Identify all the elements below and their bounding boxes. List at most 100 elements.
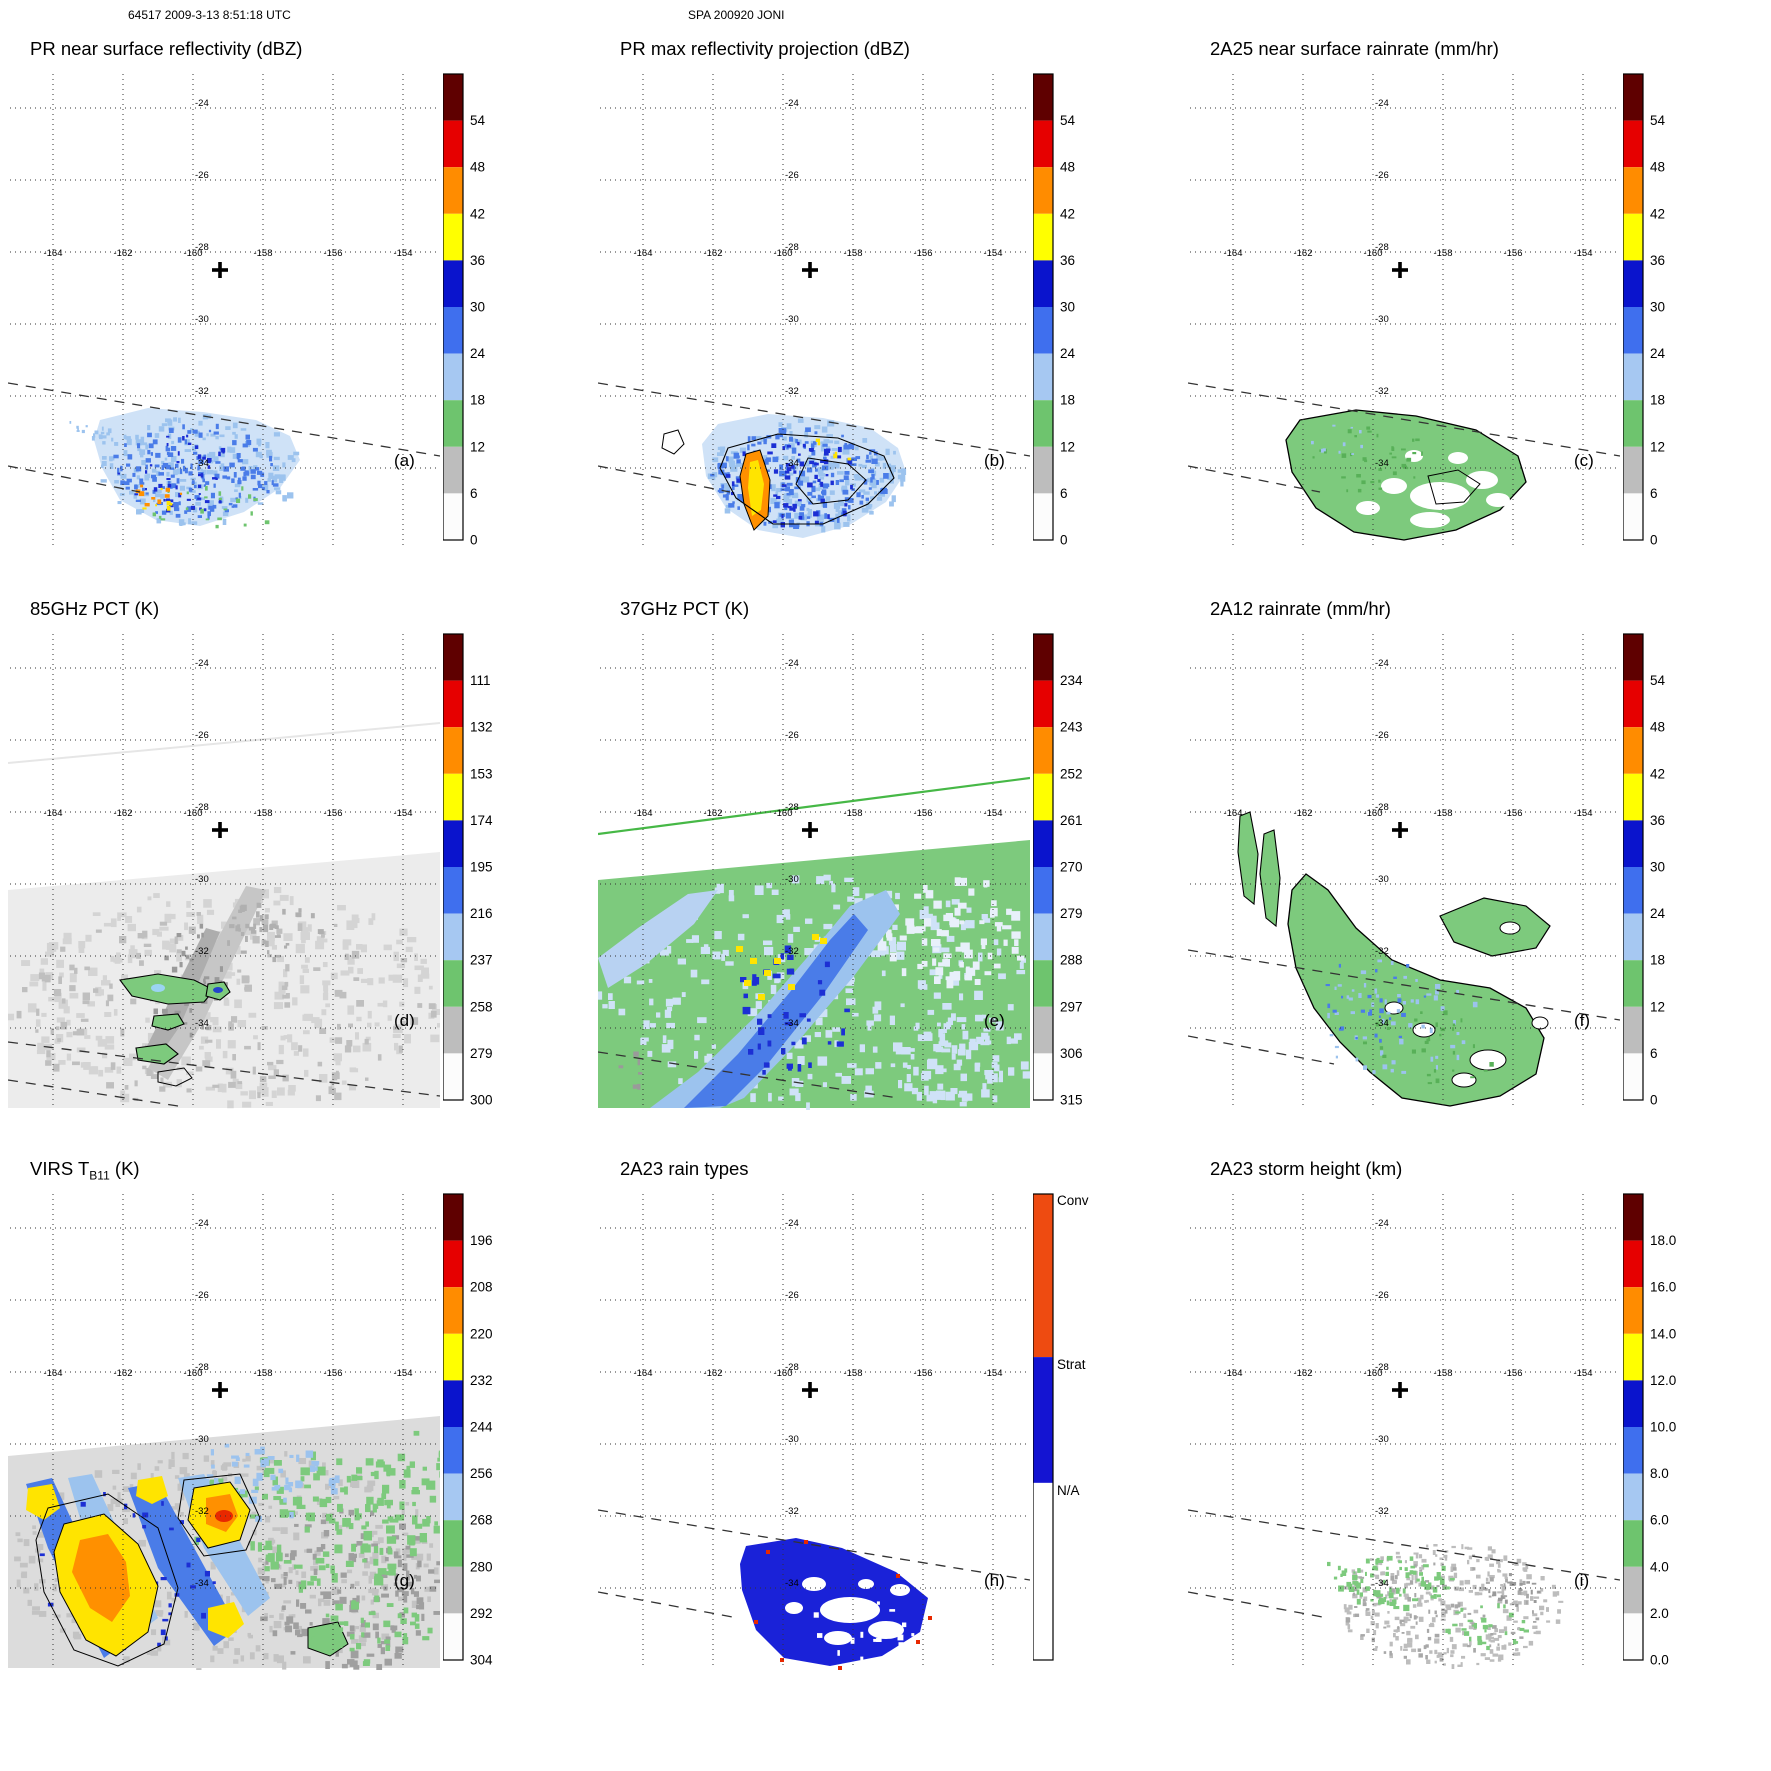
colorbar-tick: 4.0 [1650,1559,1669,1574]
colorbar-frame [1623,633,1644,1101]
colorbar-tick: 232 [470,1373,493,1388]
lon-tick-label: -162 [1293,1368,1312,1379]
lon-tick-label: -156 [1503,1368,1522,1379]
swath-edge-line [598,1591,739,1619]
colorbar-segment [1623,1520,1643,1567]
colorbar-segment [1623,1240,1643,1288]
colorbar-segment [443,400,463,447]
panel-body: -164 -162 -160 -158 -156 -154 -24 -26 -28 -30 -32 -… [598,628,1125,1110]
colorbar-segment [1623,120,1643,168]
colorbar-a: 54 48 42 36 30 24 18 12 6 0 [443,73,486,548]
swath-edge-line [598,1051,899,1099]
raster-blob [177,1473,261,1557]
raster-speckle [227,902,324,963]
colorbar-segment [1033,727,1053,774]
convective-pixel [916,1640,920,1644]
colorbar-category-label: Strat [1057,1357,1086,1372]
raster-speckle [1363,1010,1494,1085]
map-i: -164 -162 -160 -158 -156 -154 -24 -26 -28 -30 -32 -… [1188,1194,1620,1669]
colorbar-segment [1033,167,1053,214]
colorbar-tick: 42 [1060,206,1075,221]
lon-tick-label: -154 [983,808,1002,819]
swath-edge-line [1188,1035,1335,1065]
colorbar-segment [1033,446,1053,494]
lat-tick-label: -26 [1375,730,1389,741]
pct-minimum-pixel [750,958,757,964]
rain-free-hole [1410,512,1450,528]
lat-tick-label: -32 [785,946,799,957]
swath-edge-line [598,1509,1030,1581]
lon-tick-label: -158 [253,1368,272,1379]
colorbar-tick: 304 [470,1653,493,1668]
colorbar-segment [1623,1427,1643,1474]
lon-tick-label: -158 [253,248,272,259]
panel-h: 2A23 rain types -164 -162 -160 -158 -156 -154-… [590,1148,1180,1708]
lon-tick-label: -156 [1503,808,1522,819]
rain-free-hole [868,1621,904,1639]
panel-letter: (a) [394,451,415,470]
panel-title: VIRS TB11 (K) [30,1158,140,1183]
colorbar-tick: 0 [1650,533,1658,548]
colorbar-e: 234 243 252 261 270 279 288 297 306 315 [1033,633,1083,1108]
lon-tick-label: -156 [913,808,932,819]
panel-body: -164 -162 -160 -158 -156 -154 -24 -26 -28 -30 -32 -… [8,68,535,550]
lat-tick-label: -24 [1375,658,1389,669]
lat-tick-label: -26 [195,170,209,181]
title-text: (K) [109,1158,140,1179]
lat-tick-label: -30 [1375,1434,1389,1445]
colorbar-segment [443,1053,463,1100]
lat-tick-label: -30 [195,314,209,325]
panel-letter: (c) [1574,451,1594,470]
colorbar-segment [1033,867,1053,914]
raster-e [598,776,1030,1110]
lon-tick-label: -160 [1363,248,1382,259]
colorbar-frame [1033,633,1054,1101]
lat-tick-label: -28 [195,242,209,253]
lat-tick-label: -24 [1375,98,1389,109]
lon-tick-label: -158 [1433,248,1452,259]
panel-title: PR near surface reflectivity (dBZ) [30,38,303,59]
colorbar-tick: 18 [470,393,485,408]
lon-tick-label: -156 [913,248,932,259]
lon-tick-label: -162 [703,1368,722,1379]
lon-tick-label: -154 [1573,1368,1592,1379]
lon-tick-label: -158 [843,248,862,259]
swath-edge-line [8,382,440,457]
raster-blob [1427,469,1481,505]
convective-pixel [780,1658,784,1662]
colorbar-tick: 0 [1650,1093,1658,1108]
lon-tick-label: -156 [323,248,342,259]
colorbar-tick: 208 [470,1280,493,1295]
lat-tick-label: -30 [785,314,799,325]
lon-tick-label: -164 [633,808,652,819]
lat-tick-label: -34 [195,458,209,469]
colorbar-tick: 297 [1060,999,1083,1014]
pct-minimum-pixel [788,984,795,990]
lon-tick-label: -162 [703,248,722,259]
raster-a [69,408,300,529]
raster-blob [8,852,440,1108]
lon-tick-label: -160 [773,248,792,259]
colorbar-segment [1623,400,1643,447]
lat-tick-label: -24 [785,1218,799,1229]
lon-tick-label: -164 [43,808,62,819]
raster-speckle [1488,1573,1541,1607]
colorbar-segment [443,960,463,1007]
colorbar-tick: 279 [1060,906,1083,921]
colorbar-category-label: Conv [1057,1193,1089,1208]
colorbar-segment [1623,1380,1643,1427]
rain-free-hole [820,1597,880,1623]
colorbar-frame [443,73,464,541]
storm-name: SPA 200920 JONI [688,8,785,22]
pct-minimum [151,984,165,992]
colorbar-segment [1623,493,1643,540]
colorbar-segment [443,680,463,728]
raster-blob [1259,829,1281,928]
lon-tick-label: -162 [1293,808,1312,819]
lat-tick-label: -28 [195,802,209,813]
raster-blob [748,460,764,516]
pct-minimum-pixel [774,958,781,964]
colorbar-tick: 300 [470,1093,493,1108]
colorbar-segment [1623,353,1643,401]
panel-title: 2A23 rain types [620,1158,749,1179]
